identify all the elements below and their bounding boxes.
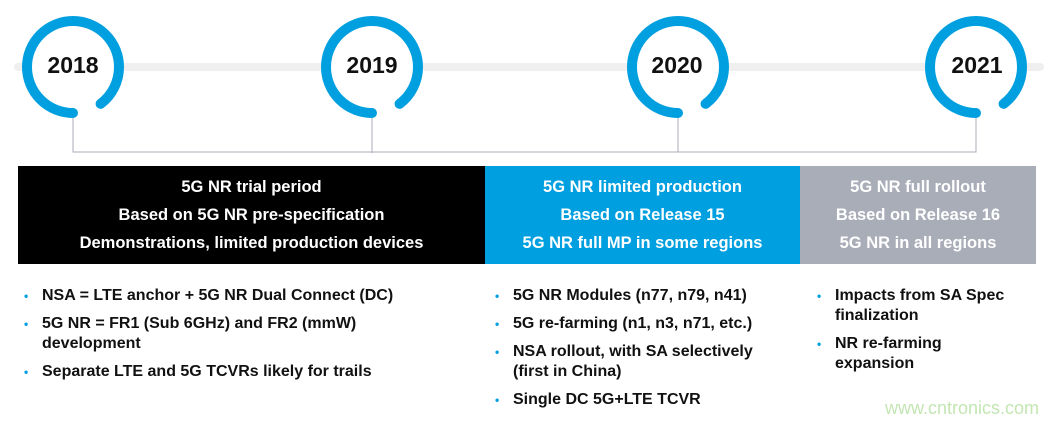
list-item: • NSA rollout, with SA selectively (first… — [495, 343, 753, 380]
bullet-icon: • — [817, 337, 822, 351]
list-item: • NR re-farming expansion — [817, 335, 942, 372]
phase-line: 5G NR limited production — [543, 178, 742, 196]
bullet-icon: • — [24, 365, 29, 379]
year-2018: 2018 — [47, 52, 99, 78]
phase-line: 5G NR trial period — [181, 178, 322, 196]
year-ring-2021 — [925, 16, 1027, 118]
bullet-list-full: • Impacts from SA Spec finalization • NR r… — [817, 286, 1037, 382]
bullet-icon: • — [495, 289, 500, 303]
year-2021: 2021 — [951, 52, 1003, 78]
phase-box-limited: 5G NR limited production Based on Releas… — [485, 166, 800, 264]
bullet-icon: • — [495, 345, 500, 359]
bullet-list-limited: • 5G NR Modules (n77, n79, n41) • 5G re-fa… — [495, 286, 795, 418]
phase-line: Based on Release 15 — [560, 206, 725, 224]
year-ring-2019 — [321, 16, 423, 118]
list-item: • Separate LTE and 5G TCVRs likely for tr… — [24, 363, 372, 380]
year-ring-2018 — [22, 16, 124, 118]
phase-line: Demonstrations, limited production devic… — [79, 234, 424, 252]
bullet-icon: • — [495, 317, 500, 331]
phase-line: Based on Release 16 — [835, 206, 1001, 224]
list-item: • NSA = LTE anchor + 5G NR Dual Connect (… — [24, 287, 394, 304]
list-item: • Single DC 5G+LTE TCVR — [495, 391, 701, 408]
bullet-icon: • — [24, 289, 29, 303]
year-2020: 2020 — [651, 52, 703, 78]
bullet-list-trial: • NSA = LTE anchor + 5G NR Dual Connect (… — [24, 286, 464, 390]
phase-box-full: 5G NR full rollout Based on Release 16 5… — [800, 166, 1036, 264]
year-2019: 2019 — [346, 52, 398, 78]
bullet-icon: • — [495, 393, 500, 407]
phase-box-trial: 5G NR trial period Based on 5G NR pre-sp… — [18, 166, 485, 264]
watermark: www.cntronics.com — [884, 398, 1039, 418]
phase-line: 5G NR full MP in some regions — [522, 234, 763, 252]
list-item: • Impacts from SA Spec finalization — [817, 287, 1005, 324]
timeline-graphic — [14, 16, 1044, 153]
phase-line: 5G NR full rollout — [850, 178, 986, 196]
bullet-icon: • — [817, 289, 822, 303]
phase-line: Based on 5G NR pre-specification — [118, 206, 385, 224]
list-item: • 5G NR = FR1 (Sub 6GHz) and FR2 (mmW) de… — [24, 315, 357, 352]
connector-line — [72, 118, 977, 153]
list-item: • 5G re-farming (n1, n3, n71, etc.) — [495, 315, 753, 332]
list-item: • 5G NR Modules (n77, n79, n41) — [495, 287, 747, 304]
phase-line: 5G NR in all regions — [839, 234, 997, 252]
year-ring-2020 — [627, 16, 729, 118]
bullet-icon: • — [24, 317, 29, 331]
